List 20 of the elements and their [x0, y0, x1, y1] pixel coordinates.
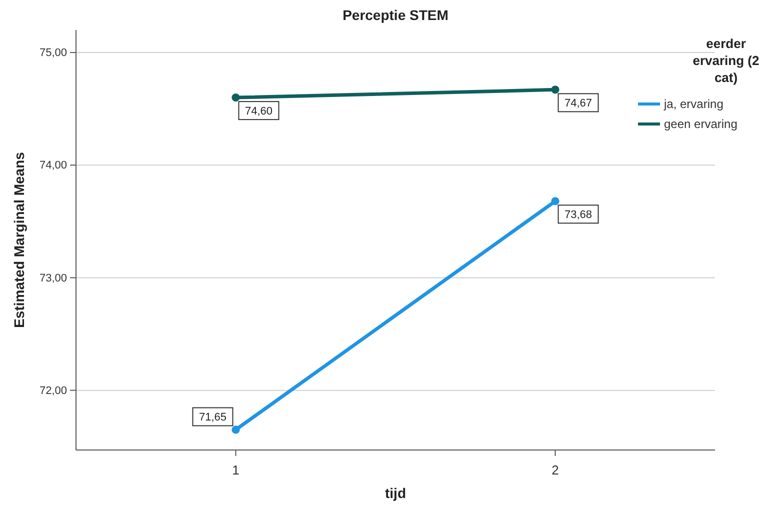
- point: [232, 426, 240, 434]
- y-tick-label: 74,00: [39, 160, 67, 172]
- legend-label: geen ervaring: [664, 117, 738, 131]
- y-tick-label: 73,00: [39, 272, 67, 284]
- chart-title: Perceptie STEM: [342, 7, 448, 23]
- point: [551, 197, 560, 206]
- data-label: 74,60: [244, 106, 273, 118]
- x-tick-label: 1: [232, 462, 240, 478]
- point: [551, 86, 560, 94]
- legend-label: ja, ervaring: [663, 97, 724, 111]
- y-tick-label: 75,00: [39, 47, 67, 60]
- y-tick-label: 72,00: [39, 384, 67, 397]
- legend-title: eerder ervaring (2 cat): [692, 36, 760, 85]
- point: [232, 94, 240, 102]
- x-axis-title: tijd: [385, 485, 406, 501]
- data-label: 71,65: [198, 412, 227, 424]
- data-label: 73,68: [564, 209, 592, 222]
- data-label: 74,67: [564, 98, 592, 110]
- x-tick-label: 2: [552, 462, 559, 478]
- y-axis-title: Estimated Marginal Means: [11, 152, 27, 328]
